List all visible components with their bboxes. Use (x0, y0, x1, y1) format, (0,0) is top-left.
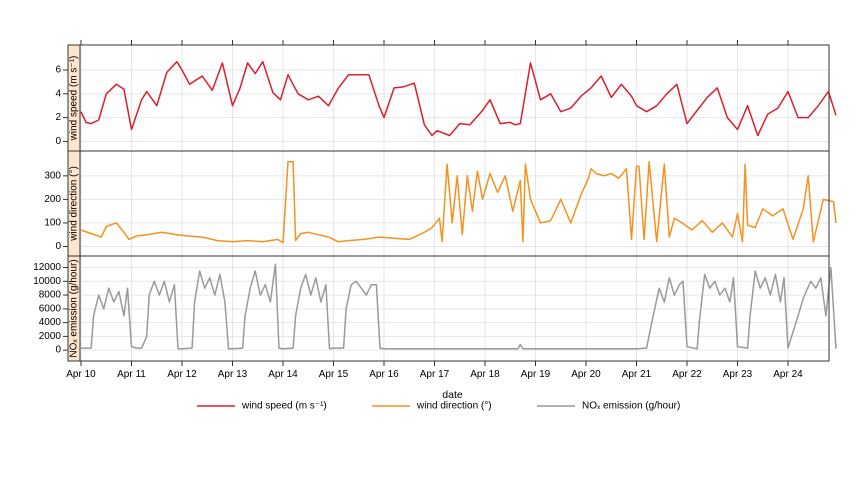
y-tick-label: 0 (55, 241, 61, 252)
series-line-wind-direction (80, 160, 837, 244)
x-tick-label: Apr 23 (723, 369, 753, 380)
y-tick-label: 6 (55, 65, 61, 76)
x-tick-label: Apr 10 (66, 369, 96, 380)
y-tick-label: 4000 (39, 317, 62, 328)
panel-3: NOₓ emission (g/hour) 0 2000 4000 6000 8000 10… (33, 255, 837, 380)
y-tick-label: 0 (55, 345, 61, 356)
strip-label: wind speed (m s⁻¹) (69, 56, 80, 142)
x-tick-label: Apr 21 (622, 369, 652, 380)
x-axis-title: date (442, 389, 463, 401)
y-tick-label: 4 (55, 88, 61, 99)
y-tick-label: 6000 (39, 303, 62, 314)
x-tick-label: Apr 20 (571, 369, 601, 380)
x-tick-label: Apr 15 (319, 369, 349, 380)
y-tick-label: 100 (44, 217, 61, 228)
legend-label: wind direction (°) (416, 401, 492, 412)
legend: wind speed (m s⁻¹) wind direction (°) NOₓ … (197, 401, 680, 412)
panel-1: wind speed (m s⁻¹) 0 2 4 6 (55, 40, 837, 152)
x-tick-label: Apr 22 (672, 369, 702, 380)
y-tick-label: 200 (44, 194, 61, 205)
y-tick-label: 12000 (33, 262, 61, 273)
strip-label: NOₓ emission (g/hour) (69, 259, 80, 357)
series-line-wind-speed (80, 60, 837, 137)
y-tick-label: 300 (44, 170, 61, 181)
x-tick-label: Apr 11 (117, 369, 146, 380)
y-tick-label: 8000 (39, 290, 62, 301)
strip-label: wind direction (°) (69, 166, 80, 242)
y-tick-label: 0 (55, 136, 61, 147)
legend-label: NOₓ emission (g/hour) (582, 401, 680, 412)
x-tick-label: Apr 14 (268, 369, 298, 380)
x-tick-label: Apr 16 (369, 369, 399, 380)
panel-2: wind direction (°) 0 100 200 300 (44, 150, 837, 257)
legend-label: wind speed (m s⁻¹) (241, 401, 327, 412)
x-tick-label: Apr 19 (521, 369, 551, 380)
x-tick-label: Apr 12 (167, 369, 197, 380)
y-tick-label: 2000 (39, 331, 62, 342)
x-tick-label: Apr 17 (420, 369, 450, 380)
x-tick-label: Apr 18 (470, 369, 500, 380)
series-line-nox-emission (81, 263, 837, 350)
x-tick-label: Apr 24 (773, 369, 803, 380)
y-tick-label: 2 (55, 112, 61, 123)
y-tick-label: 10000 (33, 276, 61, 287)
x-tick-label: Apr 13 (218, 369, 248, 380)
